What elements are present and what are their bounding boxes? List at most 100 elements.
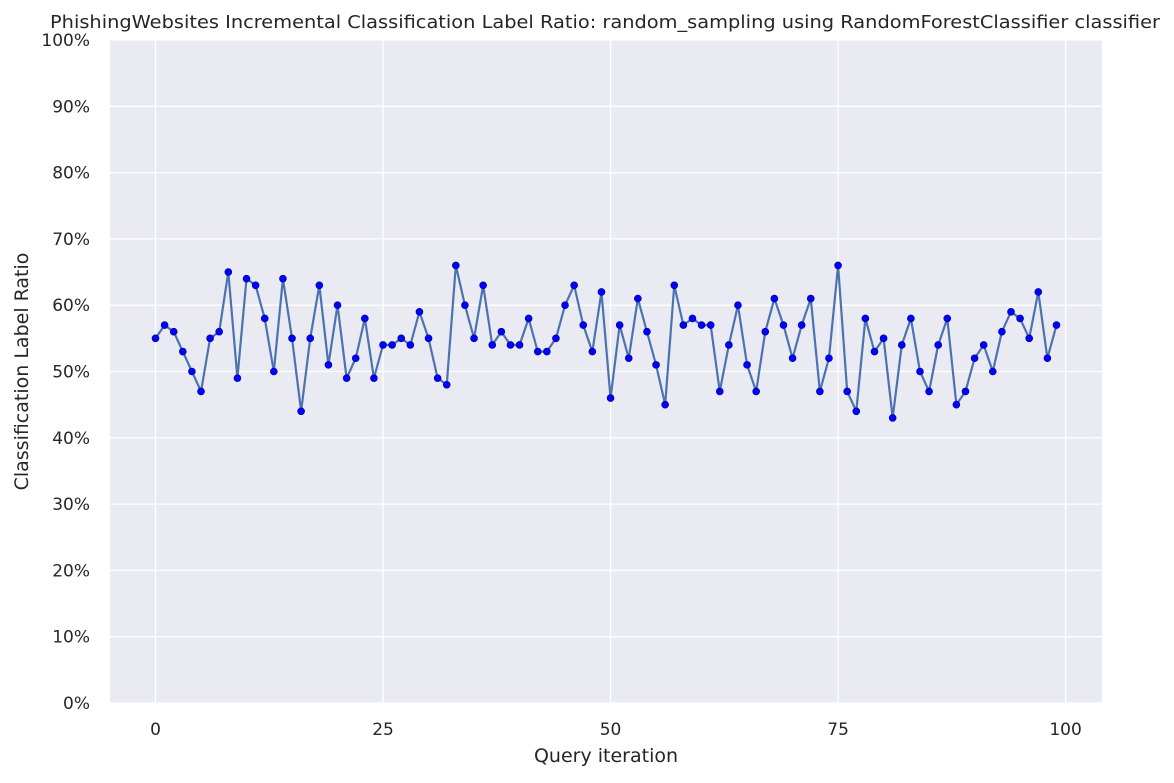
data-point	[260, 314, 269, 323]
data-point	[816, 387, 824, 396]
data-point	[506, 341, 515, 349]
data-point	[606, 394, 615, 402]
data-point	[351, 354, 360, 363]
data-point	[297, 407, 305, 416]
data-point	[961, 387, 970, 396]
data-point	[251, 281, 260, 290]
data-point	[570, 281, 578, 290]
data-point	[970, 354, 979, 363]
data-point	[797, 321, 806, 329]
data-point	[579, 321, 588, 329]
data-point	[388, 341, 396, 349]
x-tick-label: 75	[827, 720, 849, 740]
data-point	[752, 387, 760, 396]
data-point	[870, 347, 879, 356]
y-tick-label: 50%	[52, 363, 90, 383]
data-point	[270, 367, 278, 376]
data-point	[397, 334, 406, 343]
data-point	[370, 374, 378, 382]
data-point	[770, 294, 779, 303]
data-point	[943, 314, 952, 323]
y-tick-label: 70%	[52, 230, 90, 250]
data-point	[233, 374, 242, 382]
data-point	[861, 314, 870, 323]
data-point	[615, 321, 624, 329]
data-point	[324, 361, 333, 369]
data-point	[697, 321, 706, 329]
x-tick-label: 0	[150, 720, 161, 740]
data-point	[834, 261, 842, 270]
series-line	[154, 264, 1058, 420]
data-point	[242, 274, 251, 283]
data-point	[561, 301, 569, 310]
y-tick-label: 30%	[52, 495, 90, 515]
data-point	[897, 341, 906, 349]
data-point	[333, 301, 342, 310]
data-point	[597, 288, 606, 296]
data-point	[179, 347, 187, 356]
y-tick-label: 80%	[52, 164, 90, 184]
x-tick-label: 25	[372, 720, 394, 740]
data-point	[415, 308, 424, 316]
data-point	[361, 314, 369, 323]
data-point	[461, 301, 469, 310]
data-point	[543, 347, 551, 356]
data-point	[743, 361, 751, 369]
data-point	[715, 387, 724, 396]
data-point	[1016, 314, 1024, 323]
data-point	[524, 314, 533, 323]
data-point	[643, 327, 651, 336]
series-layer	[151, 261, 1061, 422]
data-point	[879, 334, 888, 343]
data-point	[206, 334, 214, 343]
data-point	[761, 327, 770, 336]
data-point	[442, 380, 451, 389]
data-point	[169, 327, 178, 336]
data-point	[843, 387, 851, 396]
data-point	[706, 321, 715, 329]
data-point	[806, 294, 815, 303]
data-point	[907, 314, 915, 323]
data-point	[1052, 321, 1061, 329]
data-point	[988, 367, 997, 376]
data-point	[533, 347, 542, 356]
data-point	[852, 407, 861, 416]
data-point	[725, 341, 733, 349]
data-point	[224, 268, 233, 276]
data-point	[825, 354, 833, 363]
data-point	[279, 274, 287, 283]
x-tick-label: 50	[600, 720, 622, 740]
data-point	[925, 387, 933, 396]
y-tick-label: 40%	[52, 429, 90, 449]
data-point	[670, 281, 679, 290]
data-point	[424, 334, 433, 343]
data-point	[315, 281, 324, 290]
data-point	[406, 341, 415, 349]
data-point	[306, 334, 315, 343]
data-point	[934, 341, 942, 349]
y-tick-label: 10%	[52, 628, 90, 648]
data-point	[552, 334, 560, 343]
data-point	[197, 387, 205, 396]
y-tick-label: 20%	[52, 561, 90, 581]
data-point	[160, 321, 169, 329]
data-point	[215, 327, 224, 336]
data-point	[634, 294, 642, 303]
data-point	[1043, 354, 1052, 363]
data-point	[452, 261, 460, 270]
x-tick-label: 100	[1049, 720, 1081, 740]
data-point	[1007, 308, 1015, 316]
data-point	[688, 314, 697, 323]
data-point	[624, 354, 633, 363]
data-point	[788, 354, 797, 363]
y-axis-label: Classification Label Ratio	[11, 253, 33, 491]
x-axis-label: Query iteration	[534, 745, 678, 767]
data-point	[515, 341, 524, 349]
data-point	[188, 367, 196, 376]
data-point	[979, 341, 988, 349]
data-point	[479, 281, 487, 290]
data-point	[916, 367, 924, 376]
data-point	[734, 301, 742, 310]
